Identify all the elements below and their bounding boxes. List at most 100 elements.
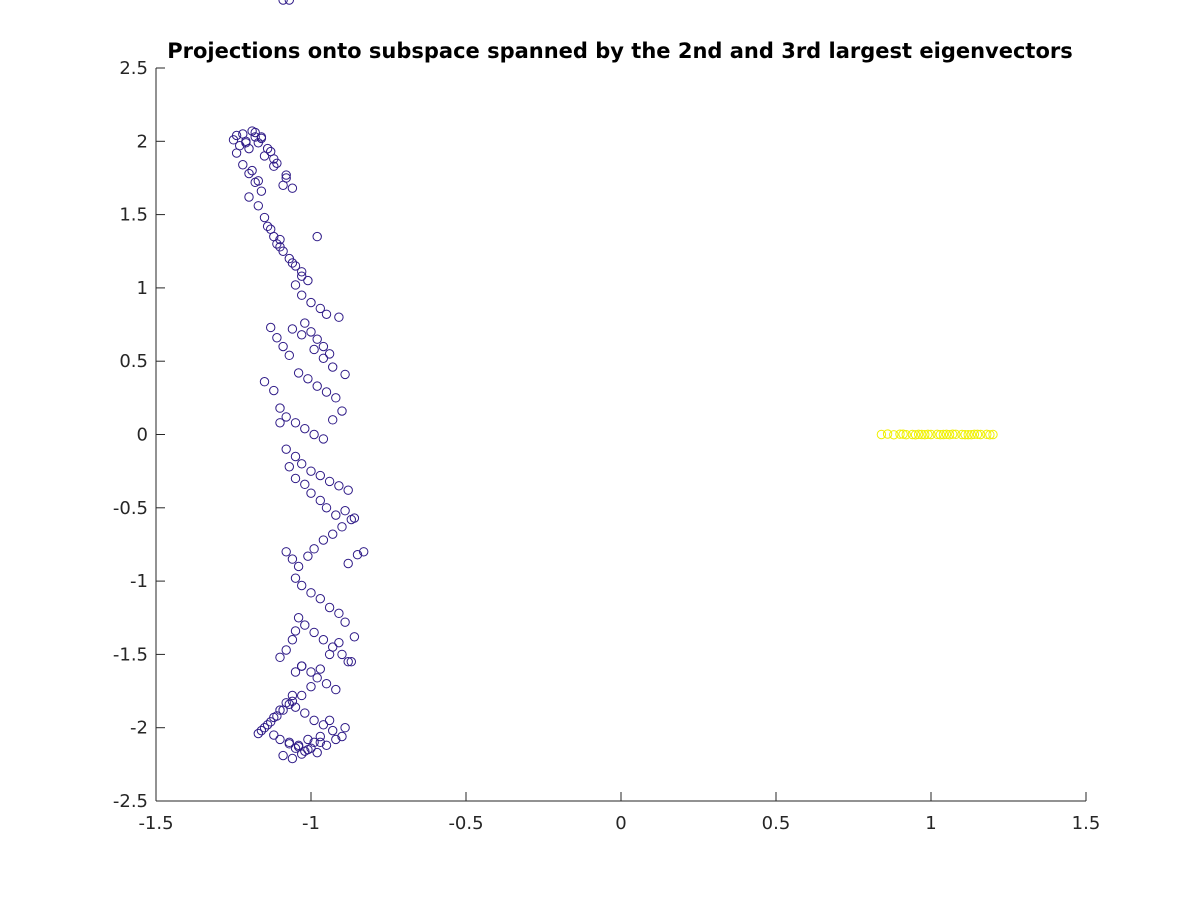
data-point xyxy=(303,275,313,286)
data-point xyxy=(303,374,313,384)
data-point xyxy=(306,588,316,598)
series-cluster-2 xyxy=(876,429,998,440)
chart-title: Projections onto subspace spanned by the… xyxy=(167,39,1073,63)
data-point xyxy=(309,737,319,748)
data-point xyxy=(957,429,967,440)
data-point xyxy=(281,412,291,422)
data-point xyxy=(297,459,307,469)
plot-area xyxy=(228,0,998,764)
data-point xyxy=(331,684,341,695)
data-point xyxy=(300,479,310,490)
data-point xyxy=(275,418,285,428)
data-point xyxy=(352,550,363,560)
data-point xyxy=(960,429,970,440)
data-point xyxy=(985,430,995,440)
data-point xyxy=(340,506,350,516)
series-cluster-1 xyxy=(228,0,369,764)
data-point xyxy=(337,731,347,742)
x-tick-label: 0 xyxy=(615,813,626,834)
data-point xyxy=(272,711,282,721)
data-point xyxy=(297,749,307,759)
data-point xyxy=(966,429,976,440)
data-point xyxy=(982,429,992,440)
data-point xyxy=(328,415,338,425)
data-point xyxy=(281,547,291,557)
data-point xyxy=(293,740,304,750)
data-point xyxy=(250,132,260,142)
data-point xyxy=(898,429,908,439)
data-point xyxy=(328,529,338,539)
data-point xyxy=(306,488,316,498)
data-point xyxy=(284,739,294,749)
data-point xyxy=(334,481,344,491)
data-point xyxy=(312,673,322,683)
data-point xyxy=(309,344,319,355)
data-point xyxy=(290,451,301,462)
data-point xyxy=(309,715,319,726)
data-point xyxy=(290,473,301,484)
y-tick-label: 1.5 xyxy=(119,205,148,226)
data-point xyxy=(272,239,282,249)
data-point xyxy=(287,696,298,707)
data-point xyxy=(287,554,298,564)
data-point xyxy=(318,353,329,363)
x-tick-label: 1.5 xyxy=(1072,813,1101,834)
data-point xyxy=(297,271,307,281)
data-point xyxy=(306,297,316,308)
data-point xyxy=(932,429,942,440)
data-point xyxy=(321,679,332,689)
data-point xyxy=(244,168,254,179)
data-point xyxy=(941,429,952,440)
data-point xyxy=(278,705,288,715)
data-point xyxy=(975,429,986,440)
x-tick-label: -0.5 xyxy=(448,813,483,834)
data-point xyxy=(275,705,285,715)
data-point xyxy=(318,635,329,645)
data-point xyxy=(275,734,285,745)
data-point xyxy=(889,430,899,440)
data-point xyxy=(920,429,930,440)
data-point xyxy=(315,470,325,481)
data-point xyxy=(238,160,248,170)
data-point xyxy=(266,146,276,157)
data-point xyxy=(328,725,338,736)
data-point xyxy=(337,649,347,660)
data-point xyxy=(331,510,341,520)
data-point xyxy=(290,743,301,753)
data-point xyxy=(253,728,263,739)
data-point xyxy=(343,558,353,569)
data-point xyxy=(969,429,980,440)
data-point xyxy=(278,246,288,256)
data-point xyxy=(343,657,353,667)
data-point xyxy=(309,429,319,440)
data-point xyxy=(281,444,291,454)
data-point xyxy=(306,667,316,677)
data-point xyxy=(324,715,335,726)
data-point xyxy=(315,731,325,742)
data-point xyxy=(340,617,350,627)
y-tick-label: -2 xyxy=(130,718,148,739)
data-point xyxy=(312,231,322,242)
data-point xyxy=(259,151,270,161)
y-tick-label: 0.5 xyxy=(119,351,148,372)
data-point xyxy=(259,377,270,387)
data-point xyxy=(340,723,350,733)
data-point xyxy=(306,743,316,753)
data-point xyxy=(256,725,267,736)
data-point xyxy=(297,661,307,671)
y-tick-label: 2 xyxy=(137,131,148,152)
data-point xyxy=(293,613,304,623)
data-point xyxy=(297,330,307,340)
data-point xyxy=(334,608,344,619)
y-tick-label: -2.5 xyxy=(113,791,148,812)
data-point xyxy=(256,186,267,196)
data-point xyxy=(343,485,353,495)
x-tick-label: 0.5 xyxy=(762,813,791,834)
data-point xyxy=(963,429,973,440)
data-point xyxy=(913,429,924,440)
data-point xyxy=(944,429,955,440)
data-point xyxy=(287,258,298,268)
data-point xyxy=(359,547,369,557)
y-tick-label: 1 xyxy=(137,278,148,299)
